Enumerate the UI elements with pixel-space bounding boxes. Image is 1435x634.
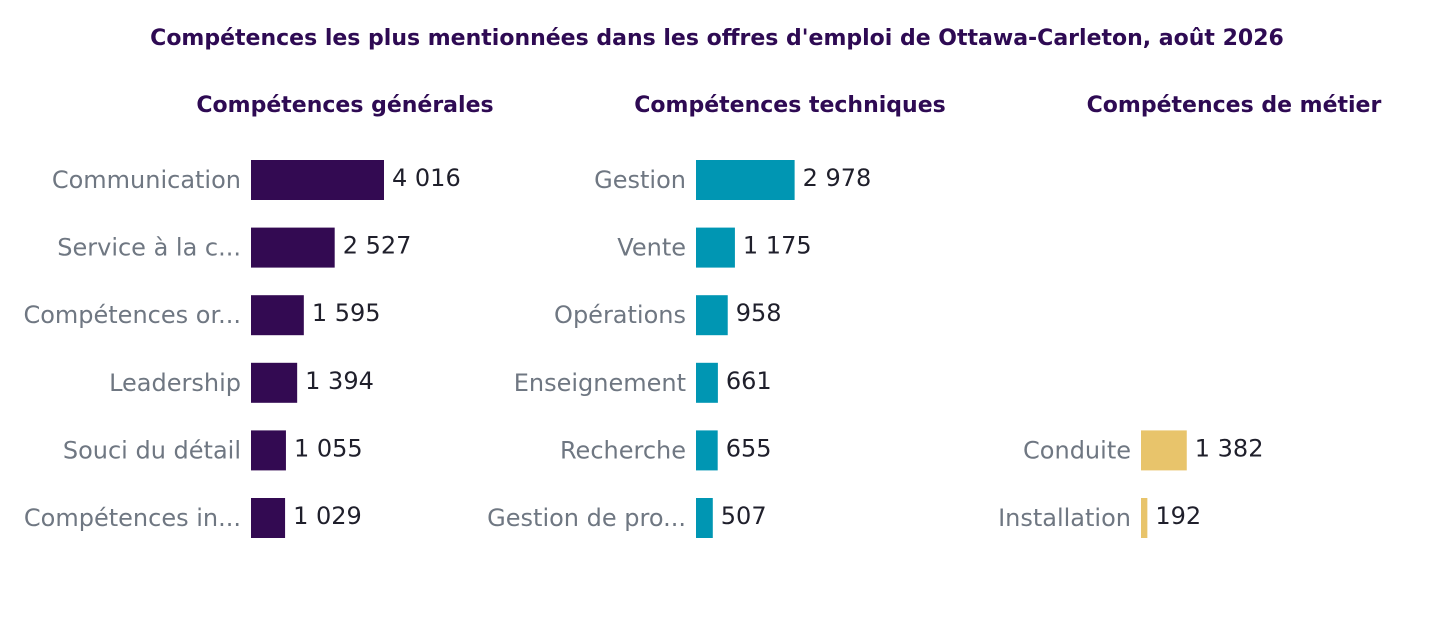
bar xyxy=(1141,498,1148,538)
bar-value-label: 4 016 xyxy=(392,164,461,192)
bar-value-label: 958 xyxy=(736,299,782,327)
panel-title-trade: Compétences de métier xyxy=(1087,93,1382,118)
bar-value-label: 1 382 xyxy=(1195,434,1264,462)
panel-title-technical: Compétences techniques xyxy=(634,93,945,118)
category-label: Compétences in... xyxy=(24,504,241,532)
bar-value-label: 1 029 xyxy=(293,502,362,530)
panel-technical: Gestion 2 978 Vente 1 175 Opérations 958 Ensei… xyxy=(487,160,871,538)
bar xyxy=(696,362,718,403)
bar-value-label: 2 527 xyxy=(343,232,412,260)
category-label: Recherche xyxy=(560,436,686,464)
category-label: Leadership xyxy=(109,369,241,397)
category-label: Gestion xyxy=(594,166,686,194)
category-label: Installation xyxy=(998,504,1131,532)
bar-value-label: 192 xyxy=(1155,502,1201,530)
bar xyxy=(251,498,286,538)
bar-value-label: 507 xyxy=(721,502,767,530)
bar xyxy=(696,295,728,336)
bar-value-label: 1 055 xyxy=(294,434,363,462)
category-label: Souci du détail xyxy=(63,436,241,464)
bar xyxy=(251,362,298,403)
chart-title: Compétences les plus mentionnées dans le… xyxy=(150,26,1284,51)
bar-value-label: 2 978 xyxy=(803,164,872,192)
bar-value-label: 1 595 xyxy=(312,299,381,327)
bar-value-label: 1 394 xyxy=(305,367,374,395)
bar xyxy=(251,160,384,200)
bar xyxy=(251,227,335,268)
category-label: Conduite xyxy=(1023,436,1131,464)
bar-value-label: 1 175 xyxy=(743,232,812,260)
panel-title-general: Compétences générales xyxy=(196,93,493,118)
category-label: Communication xyxy=(52,166,241,194)
category-label: Compétences or... xyxy=(23,301,241,329)
category-label: Enseignement xyxy=(514,369,686,397)
bar xyxy=(696,227,735,268)
bar xyxy=(696,430,718,471)
bar-value-label: 661 xyxy=(726,367,772,395)
panel-trade: Conduite 1 382 Installation 192 xyxy=(998,430,1263,538)
category-label: Opérations xyxy=(554,301,686,329)
bar xyxy=(696,498,713,538)
category-label: Service à la c... xyxy=(57,234,241,262)
bar xyxy=(251,295,304,336)
bar xyxy=(696,160,795,200)
category-label: Gestion de pro... xyxy=(487,504,686,532)
bar xyxy=(251,430,286,471)
panel-general: Communication 4 016 Service à la c... 2 527… xyxy=(23,160,461,538)
category-label: Vente xyxy=(617,234,686,262)
bar-value-label: 655 xyxy=(726,434,772,462)
bar xyxy=(1141,430,1187,471)
